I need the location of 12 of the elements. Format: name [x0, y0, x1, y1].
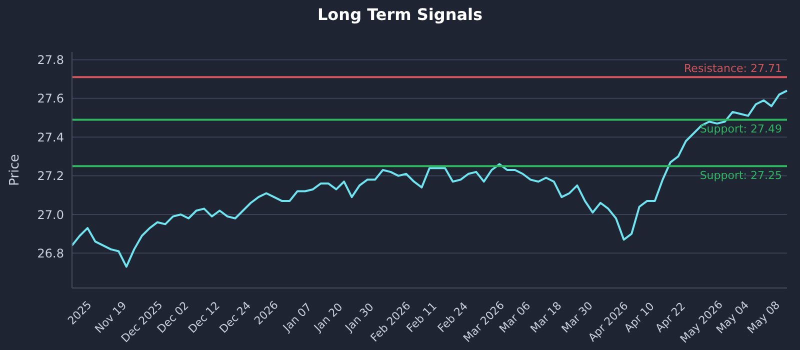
y-tick-label: 27.6 — [37, 92, 64, 106]
y-tick-label: 26.8 — [37, 246, 64, 260]
y-tick-label: 27.2 — [37, 169, 64, 184]
y-axis-title: Price — [8, 154, 23, 186]
ref-line-label: Support: 27.25 — [700, 168, 782, 182]
y-tick-label: 27.4 — [37, 130, 64, 144]
line-series — [71, 90, 788, 268]
y-tick-label: 27.0 — [37, 208, 64, 222]
y-tick-label: 27.8 — [37, 53, 64, 67]
chart-title: Long Term Signals — [316, 4, 484, 26]
ref-line-label: Support: 27.49 — [700, 122, 782, 136]
ref-line-label: Resistance: 27.71 — [684, 62, 782, 76]
